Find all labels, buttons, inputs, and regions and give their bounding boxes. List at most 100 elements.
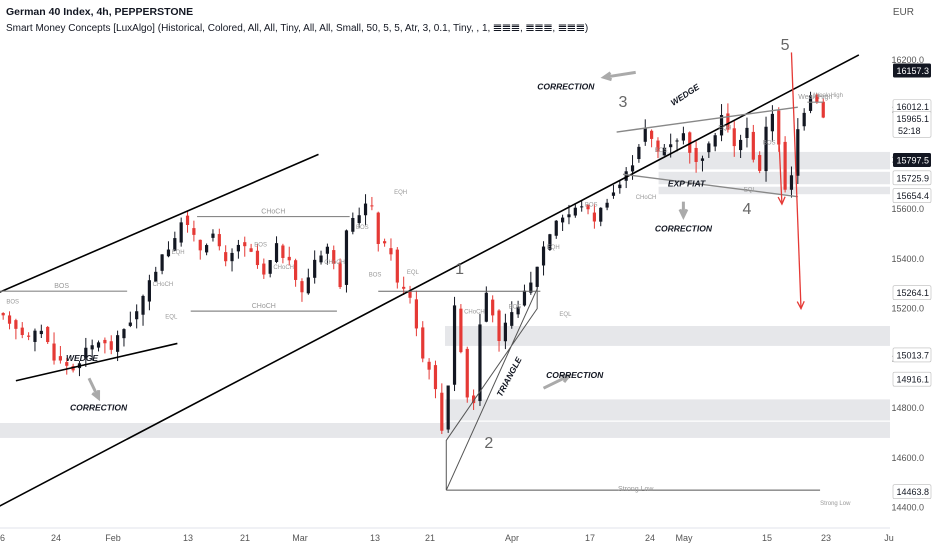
smc-label: BOS — [763, 140, 776, 146]
pattern-annotation: WEDGE — [66, 353, 98, 363]
candle-body — [472, 395, 476, 404]
price-level-text: 15965.1 — [896, 114, 929, 124]
candle-body — [821, 101, 825, 118]
candle-body — [605, 202, 609, 208]
price-level-text: 14463.8 — [896, 487, 929, 497]
candle-body — [281, 245, 285, 258]
candle-body — [274, 243, 279, 262]
y-tick-label: 15400.0 — [891, 254, 924, 264]
elliott-wave-label: 3 — [619, 94, 628, 111]
candle-body — [268, 260, 272, 274]
price-level-text: 15654.4 — [896, 191, 929, 201]
candle-body — [65, 362, 69, 366]
wedge-trendline — [0, 54, 860, 507]
candle-body — [211, 233, 215, 238]
y-tick-label: 15200.0 — [891, 304, 924, 314]
expanding-flat-bottom — [622, 173, 798, 198]
candle-body — [20, 327, 24, 336]
candle-body — [497, 310, 501, 341]
target-arrow-head — [777, 196, 786, 206]
pattern-annotation: WEDGE — [669, 82, 702, 108]
candle-body — [675, 140, 679, 142]
indicator-label[interactable]: Smart Money Concepts [LuxAlgo] (Historic… — [6, 23, 589, 34]
candle-body — [427, 361, 431, 370]
candle-body — [561, 217, 565, 223]
smc-label: BOS — [6, 300, 19, 306]
x-tick-label: Feb — [105, 533, 121, 543]
candle-body — [313, 259, 317, 278]
smc-label: BOS — [369, 272, 382, 278]
candle-body — [402, 286, 406, 289]
candle-body — [27, 335, 31, 337]
currency-label: EUR — [892, 7, 914, 18]
expanding-flat-top — [616, 106, 798, 133]
correction-arrow-head — [91, 390, 101, 402]
candle-body — [808, 95, 813, 111]
candle-body — [319, 255, 323, 263]
x-tick-label: 13 — [183, 533, 193, 543]
candle-body — [573, 207, 577, 216]
x-tick-label: Apr — [505, 533, 519, 543]
candle-body — [198, 239, 202, 251]
candle-body — [739, 139, 743, 151]
candle-body — [802, 112, 806, 127]
candle-body — [1, 312, 5, 316]
candle-body — [116, 335, 120, 352]
x-tick-label: 15 — [762, 533, 772, 543]
smc-label: Strong Low — [820, 501, 851, 507]
candle-body — [510, 312, 514, 326]
smc-label: EQL — [559, 312, 572, 318]
x-tick-label: 6 — [0, 533, 5, 543]
pattern-annotation: CORRECTION — [655, 224, 713, 234]
candle-body — [294, 260, 298, 280]
candle-body — [173, 238, 177, 251]
smc-label: EQL — [165, 315, 178, 321]
candle-body — [14, 320, 18, 329]
elliott-wave-label: 1 — [455, 261, 464, 278]
smc-label: BOS — [356, 225, 369, 231]
candle-body — [103, 339, 107, 344]
candle-body — [300, 281, 304, 293]
candle-body — [325, 246, 329, 254]
candle-body — [122, 329, 126, 339]
structure-label: CHoCH — [252, 303, 276, 310]
candle-body — [529, 282, 533, 293]
price-level-badge — [893, 153, 931, 167]
candle-body — [662, 147, 666, 156]
price-level-text: 15725.9 — [896, 173, 929, 183]
candle-body — [287, 256, 291, 261]
candle-body — [586, 204, 590, 210]
structure-label: Weak High — [798, 94, 832, 101]
smc-label: BOS — [509, 305, 522, 311]
x-tick-label: 24 — [645, 533, 655, 543]
candle-body — [160, 254, 164, 271]
candle-body — [332, 250, 336, 264]
smc-label: CHoCH — [464, 310, 485, 316]
smc-label: CHoCH — [636, 195, 657, 201]
price-level-text: 15013.7 — [896, 350, 929, 360]
candle-body — [205, 245, 209, 253]
candle-body — [90, 345, 94, 350]
candle-body — [185, 215, 190, 225]
candle-body — [357, 215, 361, 224]
smc-label: EQH — [718, 126, 731, 132]
candle-body — [599, 207, 603, 222]
elliott-wave-label: 2 — [484, 435, 493, 452]
x-tick-label: 17 — [585, 533, 595, 543]
candle-body — [306, 277, 310, 294]
price-level-badge — [893, 63, 931, 78]
correction-arrow-head — [560, 374, 573, 383]
price-level-text: 15797.5 — [896, 156, 929, 166]
elliott-wave-label: 5 — [781, 37, 790, 54]
candle-body — [789, 175, 794, 190]
demand-zone — [658, 186, 890, 195]
candle-body — [217, 234, 221, 247]
pattern-annotation: CORRECTION — [537, 82, 595, 92]
price-level-badge — [892, 111, 932, 138]
candle-body — [7, 315, 12, 324]
smc-label: EQL — [407, 270, 420, 276]
price-level-badge — [892, 371, 932, 387]
smc-label: CHoCH — [153, 282, 174, 288]
